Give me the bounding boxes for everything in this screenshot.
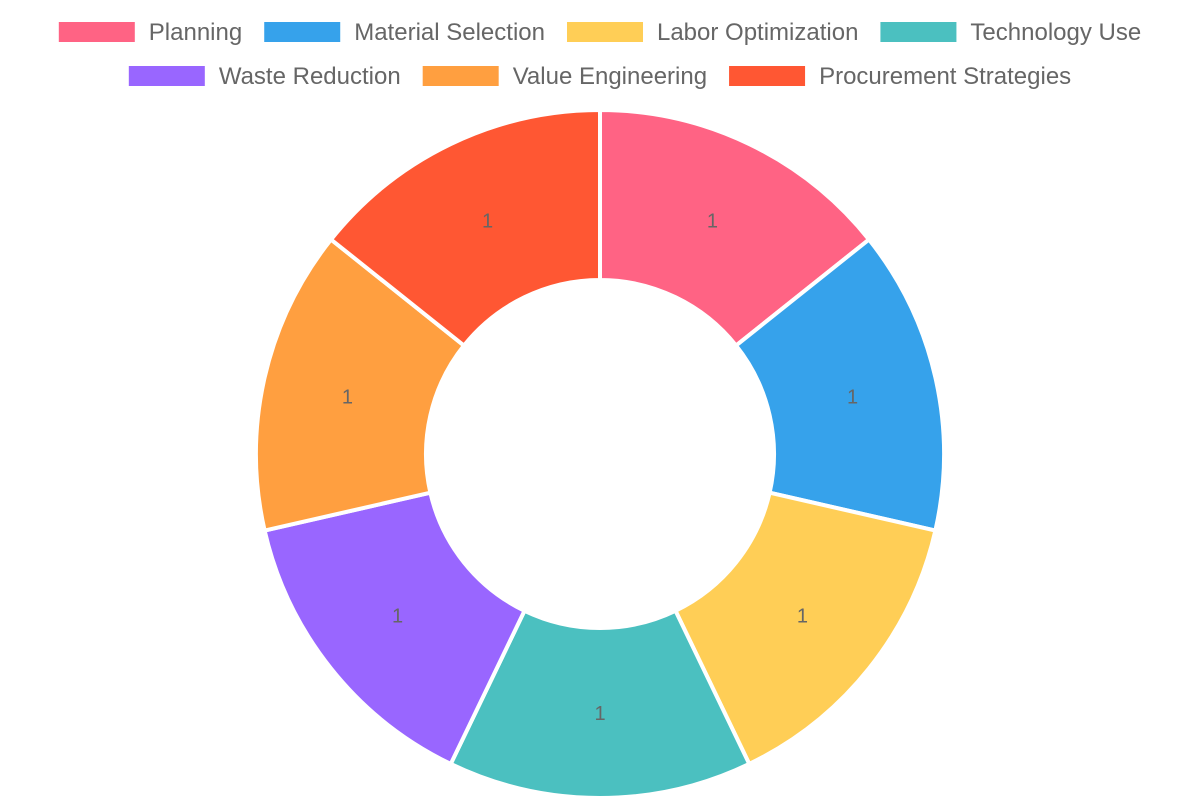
slice-waste-reduction[interactable] xyxy=(262,490,527,766)
legend-label: Value Engineering xyxy=(513,63,707,90)
legend-item-technology-use[interactable]: Technology Use xyxy=(880,19,1141,46)
legend-label: Waste Reduction xyxy=(219,63,401,90)
legend-swatch xyxy=(566,22,643,42)
legend-item-material-selection[interactable]: Material Selection xyxy=(264,19,545,46)
slice-labor-optimization[interactable] xyxy=(673,490,938,766)
legend-swatch xyxy=(422,66,499,86)
slice-label-labor-optimization: 1 xyxy=(797,605,808,627)
legend-swatch xyxy=(729,66,806,86)
slice-value-labels: 1 1 1 1 1 1 1 xyxy=(342,211,858,725)
slice-procurement-strategies[interactable] xyxy=(329,108,602,348)
legend-label: Material Selection xyxy=(354,19,545,46)
legend-label: Labor Optimization xyxy=(657,19,858,46)
legend-item-labor-optimization[interactable]: Labor Optimization xyxy=(566,19,858,46)
slice-label-procurement-strategies: 1 xyxy=(482,211,493,233)
slice-label-technology-use: 1 xyxy=(594,703,605,725)
slice-value-engineering[interactable] xyxy=(254,237,466,533)
legend-label: Procurement Strategies xyxy=(819,63,1071,90)
slice-label-waste-reduction: 1 xyxy=(392,605,403,627)
legend-label: Planning xyxy=(149,19,242,46)
slice-technology-use[interactable] xyxy=(448,608,752,800)
legend-swatch xyxy=(264,22,341,42)
legend-item-planning[interactable]: Planning xyxy=(58,19,242,46)
slice-label-material-selection: 1 xyxy=(847,386,858,408)
legend-swatch xyxy=(880,22,957,42)
legend-label: Technology Use xyxy=(970,19,1141,46)
slice-label-planning: 1 xyxy=(707,211,718,233)
legend-item-value-engineering[interactable]: Value Engineering xyxy=(422,63,707,90)
doughnut-slices xyxy=(254,108,946,800)
legend-swatch xyxy=(128,66,205,86)
slice-label-value-engineering: 1 xyxy=(342,386,353,408)
chart-legend: Planning Material Selection Labor Optimiza… xyxy=(58,19,1141,90)
slice-planning[interactable] xyxy=(598,108,871,348)
legend-item-waste-reduction[interactable]: Waste Reduction xyxy=(128,63,401,90)
legend-swatch xyxy=(58,22,135,42)
legend-item-procurement-strategies[interactable]: Procurement Strategies xyxy=(729,63,1071,90)
slice-material-selection[interactable] xyxy=(734,237,946,533)
